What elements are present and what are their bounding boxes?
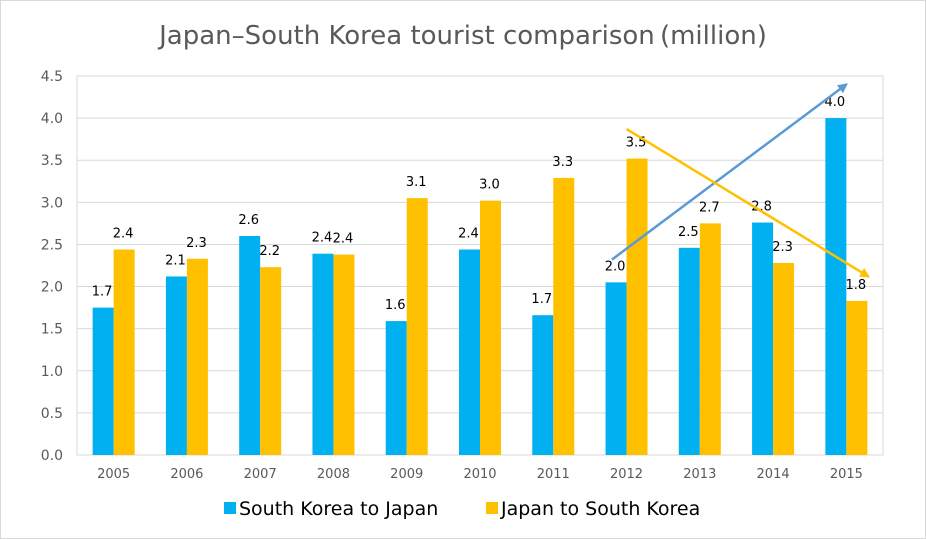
bar-japan-to-south-korea-2015 [846,300,868,455]
data-label: 2.4 [458,226,479,241]
legend-label: Japan to South Korea [500,498,700,520]
bar-south-korea-to-japan-2008 [312,253,334,455]
data-label: 1.6 [385,298,406,313]
bar-south-korea-to-japan-2010 [459,249,480,455]
bar-south-korea-to-japan-2006 [165,276,187,455]
y-tick-label: 0.0 [41,448,63,464]
x-tick-label: 2015 [830,467,863,482]
x-tick-label: 2010 [463,467,496,482]
data-label: 2.7 [699,200,720,215]
data-label: 2.3 [772,240,793,255]
y-tick-label: 3.0 [41,195,63,211]
data-label: 1.7 [92,285,113,300]
data-label: 2.4 [312,231,333,246]
bar-japan-to-south-korea-2007 [260,267,282,455]
data-label: 3.0 [479,178,500,193]
data-label: 2.1 [165,253,186,268]
data-label: 1.8 [846,278,867,293]
x-tick-label: 2006 [170,467,203,482]
legend-item: South Korea to Japan [224,498,438,520]
x-tick-label: 2005 [97,467,130,482]
bar-japan-to-south-korea-2010 [480,200,501,455]
bar-japan-to-south-korea-2008 [333,254,355,455]
bar-japan-to-south-korea-2009 [406,198,428,455]
data-label: 3.5 [626,136,647,151]
bar-south-korea-to-japan-2007 [239,236,261,455]
bar-south-korea-to-japan-2012 [605,282,627,455]
x-tick-label: 2008 [317,467,350,482]
data-label: 1.7 [531,292,552,307]
y-tick-label: 4.0 [41,111,63,127]
y-axis-ticks: 0.0 0.5 1.0 1.5 2.0 2.5 3.0 3.5 4.0 4.5 [41,69,63,464]
data-label: 2.3 [186,236,207,251]
bar-south-korea-to-japan-2011 [532,315,554,455]
data-label: 2.5 [678,225,699,240]
bars [92,118,868,456]
data-label: 2.4 [333,232,354,247]
bar-japan-to-south-korea-2012 [626,158,648,455]
data-label: 2.6 [238,213,259,228]
y-tick-label: 1.0 [41,364,63,380]
chart-title: Japan–South Korea tourist comparison (mi… [157,21,767,51]
falling-trend-arrow [625,127,871,278]
x-tick-label: 2014 [757,467,790,482]
bar-japan-to-south-korea-2006 [186,258,208,455]
x-tick-label: 2013 [683,467,716,482]
bar-japan-to-south-korea-2005 [113,249,135,455]
y-tick-label: 3.5 [41,153,63,169]
legend-swatch [486,502,498,514]
legend-item: Japan to South Korea [486,498,700,520]
legend-label: South Korea to Japan [239,498,438,520]
y-tick-label: 4.5 [41,69,63,85]
data-label: 2.4 [113,226,134,241]
x-tick-label: 2007 [244,467,277,482]
rising-trend-arrow [611,83,848,261]
x-axis-ticks: 2005 2006 2007 2008 2009 2010 2011 2012 2013 2014… [97,467,863,482]
trend-arrows [611,83,871,278]
data-labels: 1.7 2.1 2.6 2.4 1.6 2.4 1.7 2.0 2.5 2.8 4.0 2.4 2.3 2… [92,95,866,313]
y-tick-label: 2.0 [41,280,63,296]
bar-south-korea-to-japan-2013 [678,247,700,455]
data-label: 3.1 [406,175,427,190]
bar-south-korea-to-japan-2005 [92,307,114,455]
data-label: 2.0 [605,259,626,274]
bar-south-korea-to-japan-2009 [385,321,407,455]
bar-japan-to-south-korea-2013 [699,223,721,455]
y-tick-label: 0.5 [41,406,63,422]
data-label: 4.0 [825,95,846,110]
y-tick-label: 1.5 [41,322,63,338]
data-label: 3.3 [552,155,573,170]
data-label: 2.8 [751,200,772,215]
x-tick-label: 2009 [390,467,423,482]
bar-japan-to-south-korea-2011 [553,177,575,456]
x-tick-label: 2012 [610,467,643,482]
bar-south-korea-to-japan-2014 [752,222,774,455]
bar-south-korea-to-japan-2015 [825,118,847,455]
legend-swatch [224,502,236,514]
data-label: 2.2 [259,244,280,259]
y-tick-label: 2.5 [41,237,63,253]
x-tick-label: 2011 [537,467,570,482]
bar-japan-to-south-korea-2014 [773,262,795,455]
legend: South Korea to Japan Japan to South Korea [224,498,700,520]
